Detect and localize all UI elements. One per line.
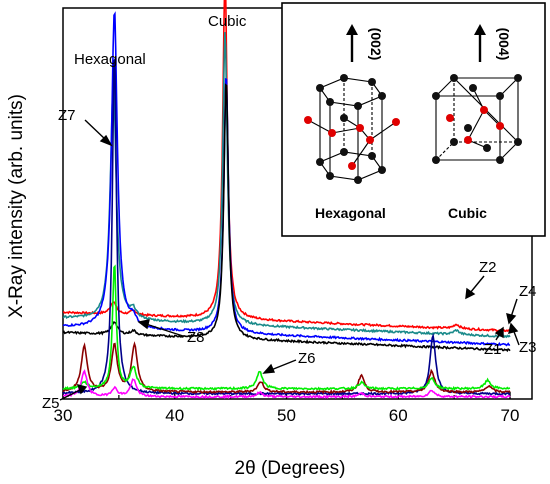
z6-arrowhead bbox=[262, 363, 276, 374]
series-line-z6 bbox=[62, 264, 511, 391]
inset-cubic-label: Cubic bbox=[448, 205, 487, 221]
z4-label: Z4 bbox=[519, 283, 537, 300]
z8-arrowhead bbox=[137, 319, 150, 330]
z8-arrow bbox=[145, 323, 184, 337]
z1-arrowhead bbox=[494, 326, 504, 339]
z3-label: Z3 bbox=[519, 339, 537, 356]
z4-arrow bbox=[510, 298, 518, 318]
cubic-direction-arrowhead bbox=[474, 24, 486, 35]
cubic-atoms bbox=[432, 74, 522, 164]
series-line-z5 bbox=[63, 369, 511, 400]
hexagonal-atoms bbox=[304, 74, 400, 184]
z1-label: Z1 bbox=[484, 341, 502, 358]
x-tick-label: 60 bbox=[389, 406, 408, 425]
z5-label: Z5 bbox=[42, 395, 60, 412]
z8-label: Z8 bbox=[187, 329, 205, 346]
z6-arrow bbox=[270, 359, 297, 371]
x-tick-label: 40 bbox=[165, 406, 184, 425]
z6-label: Z6 bbox=[298, 350, 316, 367]
z4-arrowhead bbox=[506, 313, 517, 325]
z7-arrow bbox=[84, 119, 107, 141]
hexagonal-annotation: Hexagonal bbox=[74, 51, 146, 68]
cubic-annotation: Cubic bbox=[208, 13, 247, 30]
x-axis-ticks: 30 40 50 60 70 bbox=[54, 392, 520, 425]
x-tick-label: 30 bbox=[54, 406, 73, 425]
annotation-arrows bbox=[59, 119, 520, 401]
series-line-z8 bbox=[62, 341, 511, 395]
crystal-structure-inset: (002) (004) bbox=[281, 2, 546, 237]
z2-arrowhead bbox=[465, 287, 476, 300]
x-axis-title: 2θ (Degrees) bbox=[235, 458, 346, 479]
z2-arrow bbox=[469, 275, 485, 294]
series-line-z3 bbox=[62, 11, 511, 347]
y-axis-title: X-Ray intensity (arb. units) bbox=[6, 94, 27, 318]
x-tick-label: 70 bbox=[501, 406, 520, 425]
series-layer bbox=[62, 0, 511, 400]
cubic-direction-label: (004) bbox=[496, 28, 512, 61]
z5-arrowhead bbox=[76, 383, 88, 395]
z2-label: Z2 bbox=[479, 259, 497, 276]
z7-arrowhead bbox=[99, 134, 113, 147]
x-tick-label: 50 bbox=[277, 406, 296, 425]
hex-direction-arrowhead bbox=[346, 24, 358, 35]
series-line-z2 bbox=[62, 0, 510, 333]
z5-arrow bbox=[59, 389, 81, 401]
z3-arrowhead bbox=[508, 322, 519, 334]
inset-frame bbox=[281, 2, 546, 237]
inset-hexagonal-label: Hexagonal bbox=[315, 205, 386, 221]
hex-direction-label: (002) bbox=[368, 28, 384, 61]
series-line-z4 bbox=[62, 32, 511, 339]
series-line-z1 bbox=[62, 83, 511, 353]
z7-label: Z7 bbox=[58, 107, 76, 124]
